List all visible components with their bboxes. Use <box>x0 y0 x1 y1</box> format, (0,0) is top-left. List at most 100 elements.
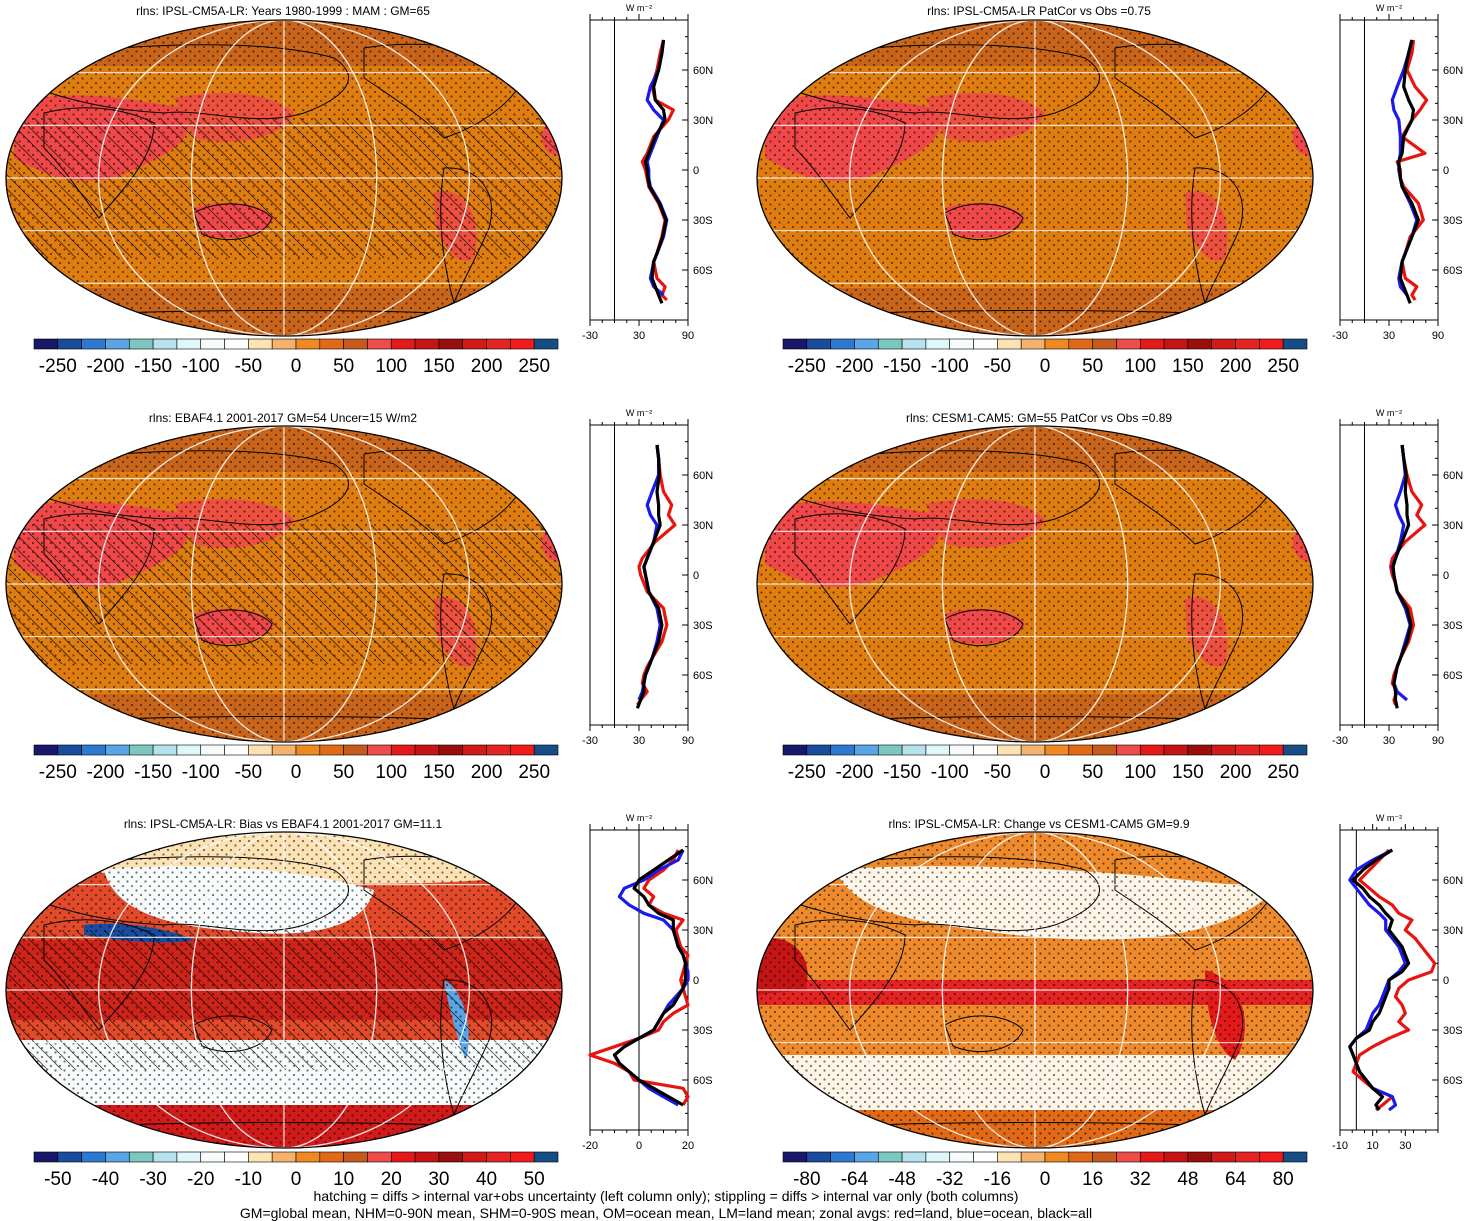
colorbar-swatch <box>1211 744 1236 756</box>
colorbar-swatch <box>1139 744 1165 756</box>
zonal-xtick-label: -20 <box>582 1140 598 1152</box>
colorbar-swatch <box>438 744 464 756</box>
colorbar-swatch <box>949 338 974 350</box>
colorbar-label: -10 <box>235 1169 262 1190</box>
africa-outline <box>794 513 906 625</box>
zonal-plot-frame <box>589 19 689 321</box>
colorbar-label: 0 <box>291 762 302 783</box>
colorbar-swatch <box>343 338 368 350</box>
colorbar-label: -250 <box>788 762 826 783</box>
colorbar-swatch <box>1139 338 1165 350</box>
colorbar-label: 0 <box>1040 1169 1051 1190</box>
map-border <box>5 831 563 1149</box>
colorbar-swatch <box>105 338 130 350</box>
colorbar-swatch <box>1187 1151 1213 1163</box>
zonal-lat-label: 30S <box>1443 620 1463 632</box>
zonal-lat-label: 30N <box>1443 520 1463 532</box>
colorbar-label: -200 <box>835 762 873 783</box>
colorbar-swatch <box>973 338 998 350</box>
zonal-xtick-label: 90 <box>682 330 694 342</box>
colorbar-swatch <box>414 1151 440 1163</box>
colorbar-swatch <box>295 1151 321 1163</box>
colorbar-swatch <box>973 1151 998 1163</box>
zonal-lat-label: 60S <box>1443 265 1463 277</box>
panel-title-5: rlns: IPSL-CM5A-LR: Bias vs EBAF4.1 2001… <box>123 817 443 831</box>
colorbar-swatch <box>1116 744 1141 756</box>
colorbar-swatch <box>1044 744 1070 756</box>
zonal-lat-label: 30S <box>1443 1025 1463 1037</box>
map-border <box>5 19 563 337</box>
colorbar-swatch <box>1259 744 1284 756</box>
colorbar-swatch <box>200 744 225 756</box>
eurasia-outline <box>33 450 349 526</box>
longitude-line <box>849 832 1221 1148</box>
colorbar-swatch <box>462 338 487 350</box>
colorbar-swatch <box>830 744 855 756</box>
colorbar-swatch <box>1282 338 1308 350</box>
colorbar-swatch <box>200 1151 225 1163</box>
colorbar-swatch <box>486 338 511 350</box>
colorbar-label: 200 <box>1220 762 1252 783</box>
colorbar-swatch <box>1092 744 1117 756</box>
colorbar-swatch <box>319 338 344 350</box>
africa-outline <box>43 107 155 219</box>
zonal-lat-label: 30S <box>693 620 713 632</box>
colorbar-swatch <box>925 744 951 756</box>
colorbar-label: 0 <box>291 356 302 377</box>
colorbar-swatch <box>510 744 535 756</box>
zonal-xtick-label: -30 <box>582 735 598 747</box>
zonal-line-all <box>635 444 664 709</box>
eurasia-outline <box>33 856 349 932</box>
colorbar-swatch <box>343 744 368 756</box>
colorbar-swatch <box>248 338 273 350</box>
colorbar-swatch <box>224 338 249 350</box>
zonal-lat-label: 30S <box>693 215 713 227</box>
colorbar-swatch <box>877 338 903 350</box>
global-map-change <box>756 831 1314 1149</box>
colorbar-swatch <box>176 338 202 350</box>
colorbar-swatch <box>438 338 464 350</box>
colorbar-label: 16 <box>1082 1169 1103 1190</box>
zonal-lat-label: 60S <box>693 670 713 682</box>
colorbar-label: 80 <box>1273 1169 1294 1190</box>
colorbar-swatch <box>105 744 130 756</box>
colorbar-label: -150 <box>883 762 921 783</box>
australia-outline <box>944 1015 1024 1053</box>
colorbar-label: 150 <box>1172 356 1204 377</box>
panel-title-2: rlns: IPSL-CM5A-LR PatCor vs Obs =0.75 <box>927 4 1151 18</box>
zonal-xtick-label: -30 <box>1332 735 1348 747</box>
colorbar-swatch <box>997 744 1022 756</box>
colorbar-swatch <box>81 338 106 350</box>
colorbar-swatch <box>806 338 831 350</box>
colorbar-swatch <box>295 338 321 350</box>
zonal-lat-label: 30N <box>1443 115 1463 127</box>
zonal-units-label: W m⁻² <box>626 813 652 823</box>
south-america-outline <box>1191 979 1244 1117</box>
colorbar-swatch <box>248 1151 273 1163</box>
panel-title-6: rlns: IPSL-CM5A-LR: Change vs CESM1-CAM5… <box>888 817 1190 831</box>
colorbar-label: -200 <box>86 762 124 783</box>
zonal-xtick-label: 90 <box>1432 735 1444 747</box>
zonal-line-land <box>1351 848 1437 1112</box>
zonal-mean-plot-6: -10 10 30 W m⁻² 60N 30N 0 30S 60S <box>1332 813 1463 1152</box>
colorbar-label: 250 <box>518 356 550 377</box>
footer-note-hatching: hatching = diffs > internal var+obs unce… <box>313 1188 1019 1204</box>
colorbar-swatch <box>57 338 82 350</box>
colorbar-label: 200 <box>1220 356 1252 377</box>
map-border <box>756 831 1314 1149</box>
longitude-line <box>190 426 378 742</box>
colorbar-label: -50 <box>235 356 262 377</box>
global-map-ipsl-patcor <box>756 19 1314 337</box>
colorbar-label: 50 <box>1082 356 1103 377</box>
map-border <box>756 19 1314 337</box>
colorbar-label: 48 <box>1177 1169 1198 1190</box>
zonal-xtick-label: 30 <box>1383 735 1395 747</box>
colorbar-label: -200 <box>835 356 873 377</box>
zonal-mean-plot-1: -30 30 90 W m⁻² 60N 30N 0 30S 60S <box>582 3 713 342</box>
colorbar-swatch <box>1259 338 1284 350</box>
colorbar-swatch <box>81 1151 106 1163</box>
zonal-lat-label: 60N <box>1443 470 1463 482</box>
colorbar-label: 10 <box>333 1169 354 1190</box>
colorbar-swatch <box>1044 1151 1070 1163</box>
zonal-xtick-label: 90 <box>1432 330 1444 342</box>
